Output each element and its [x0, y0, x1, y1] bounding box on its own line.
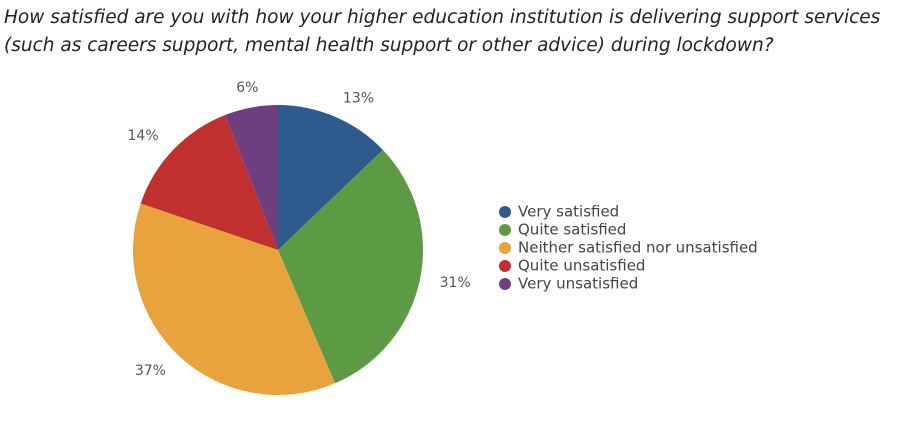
- data-label: 31%: [440, 275, 471, 291]
- legend-label: Very unsatisfied: [518, 275, 638, 293]
- legend-marker: [499, 224, 511, 236]
- legend-label: Quite satisfied: [518, 221, 626, 239]
- pie-slice: [140, 114, 278, 251]
- legend-marker: [499, 242, 511, 254]
- legend-marker: [499, 278, 511, 290]
- chart-title: How satisfied are you with how your high…: [4, 7, 881, 28]
- pie-slice: [278, 149, 423, 384]
- legend-marker: [499, 260, 511, 272]
- data-label: 14%: [128, 128, 159, 144]
- chart-title: (such as careers support, mental health …: [4, 35, 774, 56]
- legend-marker: [499, 206, 511, 218]
- legend-label: Neither satisfied nor unsatisfied: [518, 239, 758, 257]
- legend-label: Quite unsatisfied: [518, 257, 645, 275]
- pie-slice: [133, 203, 336, 395]
- pie-slice: [278, 105, 383, 250]
- data-label: 37%: [135, 363, 166, 379]
- legend-label: Very satisfied: [518, 203, 619, 221]
- data-label: 13%: [343, 90, 374, 106]
- data-label: 6%: [236, 80, 258, 96]
- pie-slice: [225, 105, 278, 250]
